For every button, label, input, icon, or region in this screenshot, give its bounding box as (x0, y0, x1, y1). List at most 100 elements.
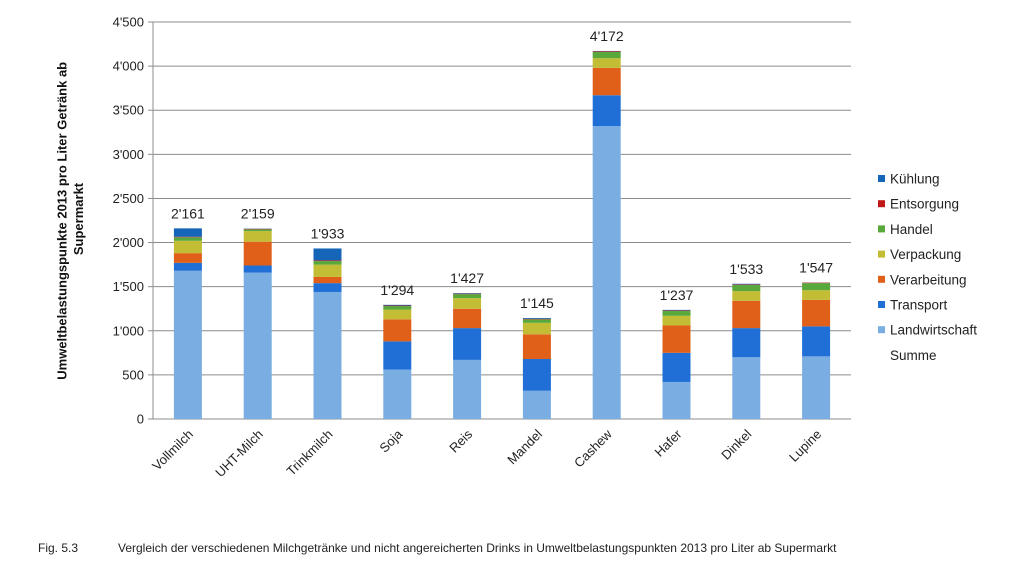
y-tick-label: 0 (137, 412, 144, 427)
y-tick-label: 2'500 (113, 191, 144, 206)
bar-segment-entsorgung (802, 282, 831, 284)
total-label: 1'533 (729, 261, 763, 277)
y-tick-label: 3'500 (113, 103, 144, 118)
bar-segment-landwirtschaft (732, 357, 761, 419)
bar-segment-transport (662, 352, 691, 382)
y-tick-labels: 0 500 1'000 1'500 2'000 2'500 3'000 3'500 4'000 4… (113, 15, 144, 427)
bar-segment-entsorgung (592, 51, 621, 52)
bar-segment-verarbeitung (243, 241, 272, 266)
bar-segment-landwirtschaft (592, 126, 621, 419)
bar-segment-handel (313, 261, 342, 265)
legend-label: Handel (890, 222, 933, 237)
bar-segment-verpackung (592, 58, 621, 68)
bar-segment-transport (732, 328, 761, 358)
bar-segment-handel (592, 51, 621, 59)
bar-segment-handel (732, 284, 761, 292)
x-tick-label: Soja (376, 426, 406, 456)
legend-label: Landwirtschaft (890, 323, 977, 338)
bar-segment-verarbeitung (662, 325, 691, 353)
bar-segment-kühlung (662, 309, 691, 311)
bar-segment-entsorgung (453, 293, 482, 295)
total-label: 2'159 (241, 206, 275, 222)
legend-label-summe: Summe (890, 348, 937, 363)
y-axis-label-line-2: Supermarkt (71, 182, 86, 255)
legend-swatch (878, 275, 885, 283)
x-tick-label: Vollmilch (149, 427, 196, 474)
legend-swatch (878, 175, 885, 182)
bar-segment-verpackung (173, 240, 202, 254)
y-tick-label: 4'500 (113, 15, 144, 30)
figure-label: Fig. 5.3 (38, 541, 79, 555)
legend-label: Transport (890, 298, 948, 313)
legend-label: Entsorgung (890, 197, 959, 212)
bar-segment-verpackung (453, 298, 482, 309)
legend-swatch (878, 200, 885, 208)
bar-segment-transport (383, 341, 412, 370)
bar-segment-transport (243, 265, 272, 273)
x-tick-labels: Vollmilch UHT-Milch Trinkmilch Soja Reis Mand… (149, 426, 824, 480)
bar-segment-verpackung (662, 315, 691, 326)
legend-label: Verpackung (890, 247, 961, 262)
bar-segment-kühlung (173, 228, 202, 237)
total-label: 1'547 (799, 260, 833, 276)
bar-segment-kühlung (732, 283, 761, 285)
legend-swatch (878, 250, 885, 258)
x-tick-label: Dinkel (718, 426, 754, 462)
bar-segment-transport (592, 95, 621, 127)
legend-swatch (878, 326, 885, 334)
bar-segment-kühlung (522, 317, 551, 319)
total-label: 1'427 (450, 270, 484, 286)
bars (173, 50, 831, 419)
bar-segment-landwirtschaft (453, 359, 482, 419)
y-tick-label: 1'500 (113, 279, 144, 294)
bar-segment-verarbeitung (522, 334, 551, 360)
bar-segment-landwirtschaft (662, 381, 691, 419)
y-tick-label: 500 (122, 367, 144, 382)
bar-segment-entsorgung (383, 305, 412, 307)
bar-segment-entsorgung (313, 260, 342, 262)
y-axis-label: Umweltbelastungspunkte 2013 pro Liter Ge… (55, 58, 86, 379)
bar-segment-verpackung (313, 264, 342, 277)
bar-segment-landwirtschaft (243, 272, 272, 419)
total-label: 1'294 (380, 282, 414, 298)
legend-swatch (878, 301, 885, 308)
legend-label: Verarbeitung (890, 272, 967, 287)
bar-segment-transport (522, 359, 551, 391)
x-tick-label: UHT-Milch (212, 427, 266, 481)
stacked-bar-chart: 0 500 1'000 1'500 2'000 2'500 3'000 3'500 4'000 4… (55, 15, 978, 481)
total-label: 4'172 (590, 28, 624, 44)
bar-segment-verarbeitung (313, 276, 342, 284)
x-tick-label: Mandel (504, 426, 545, 467)
bar-segment-handel (453, 294, 482, 299)
total-label: 1'145 (520, 295, 554, 311)
figure-caption: Fig. 5.3 Vergleich der verschiedenen Milc… (38, 541, 836, 555)
bar-segment-kühlung (313, 248, 342, 261)
bar-segment-landwirtschaft (313, 291, 342, 419)
bar-segment-verarbeitung (802, 299, 831, 327)
bar-segment-verpackung (243, 231, 272, 242)
bar-segment-landwirtschaft (383, 369, 412, 419)
bar-segment-handel (802, 283, 831, 291)
bar-segment-verarbeitung (732, 300, 761, 329)
bar-segment-handel (243, 229, 272, 232)
total-label: 2'161 (171, 205, 205, 221)
bar-segment-landwirtschaft (802, 356, 831, 419)
bar-segment-entsorgung (732, 284, 761, 285)
bar-segment-transport (453, 328, 482, 360)
bar-segment-transport (802, 326, 831, 357)
x-tick-label: Cashew (571, 426, 615, 470)
bar-segment-handel (383, 306, 412, 310)
bar-segment-verarbeitung (592, 67, 621, 96)
y-tick-label: 3'000 (113, 147, 144, 162)
x-tick-label: Trinkmilch (283, 427, 335, 479)
y-tick-label: 1'000 (113, 323, 144, 338)
bar-segment-entsorgung (522, 318, 551, 320)
bar-segment-landwirtschaft (173, 270, 202, 419)
bar-segment-verpackung (802, 290, 831, 300)
y-axis-label-line-1: Umweltbelastungspunkte 2013 pro Liter Ge… (55, 62, 70, 380)
bar-segment-entsorgung (662, 310, 691, 311)
x-tick-label: Reis (446, 426, 475, 455)
bar-segment-landwirtschaft (522, 390, 551, 419)
bar-segment-verpackung (383, 309, 412, 320)
bar-segment-handel (173, 237, 202, 241)
